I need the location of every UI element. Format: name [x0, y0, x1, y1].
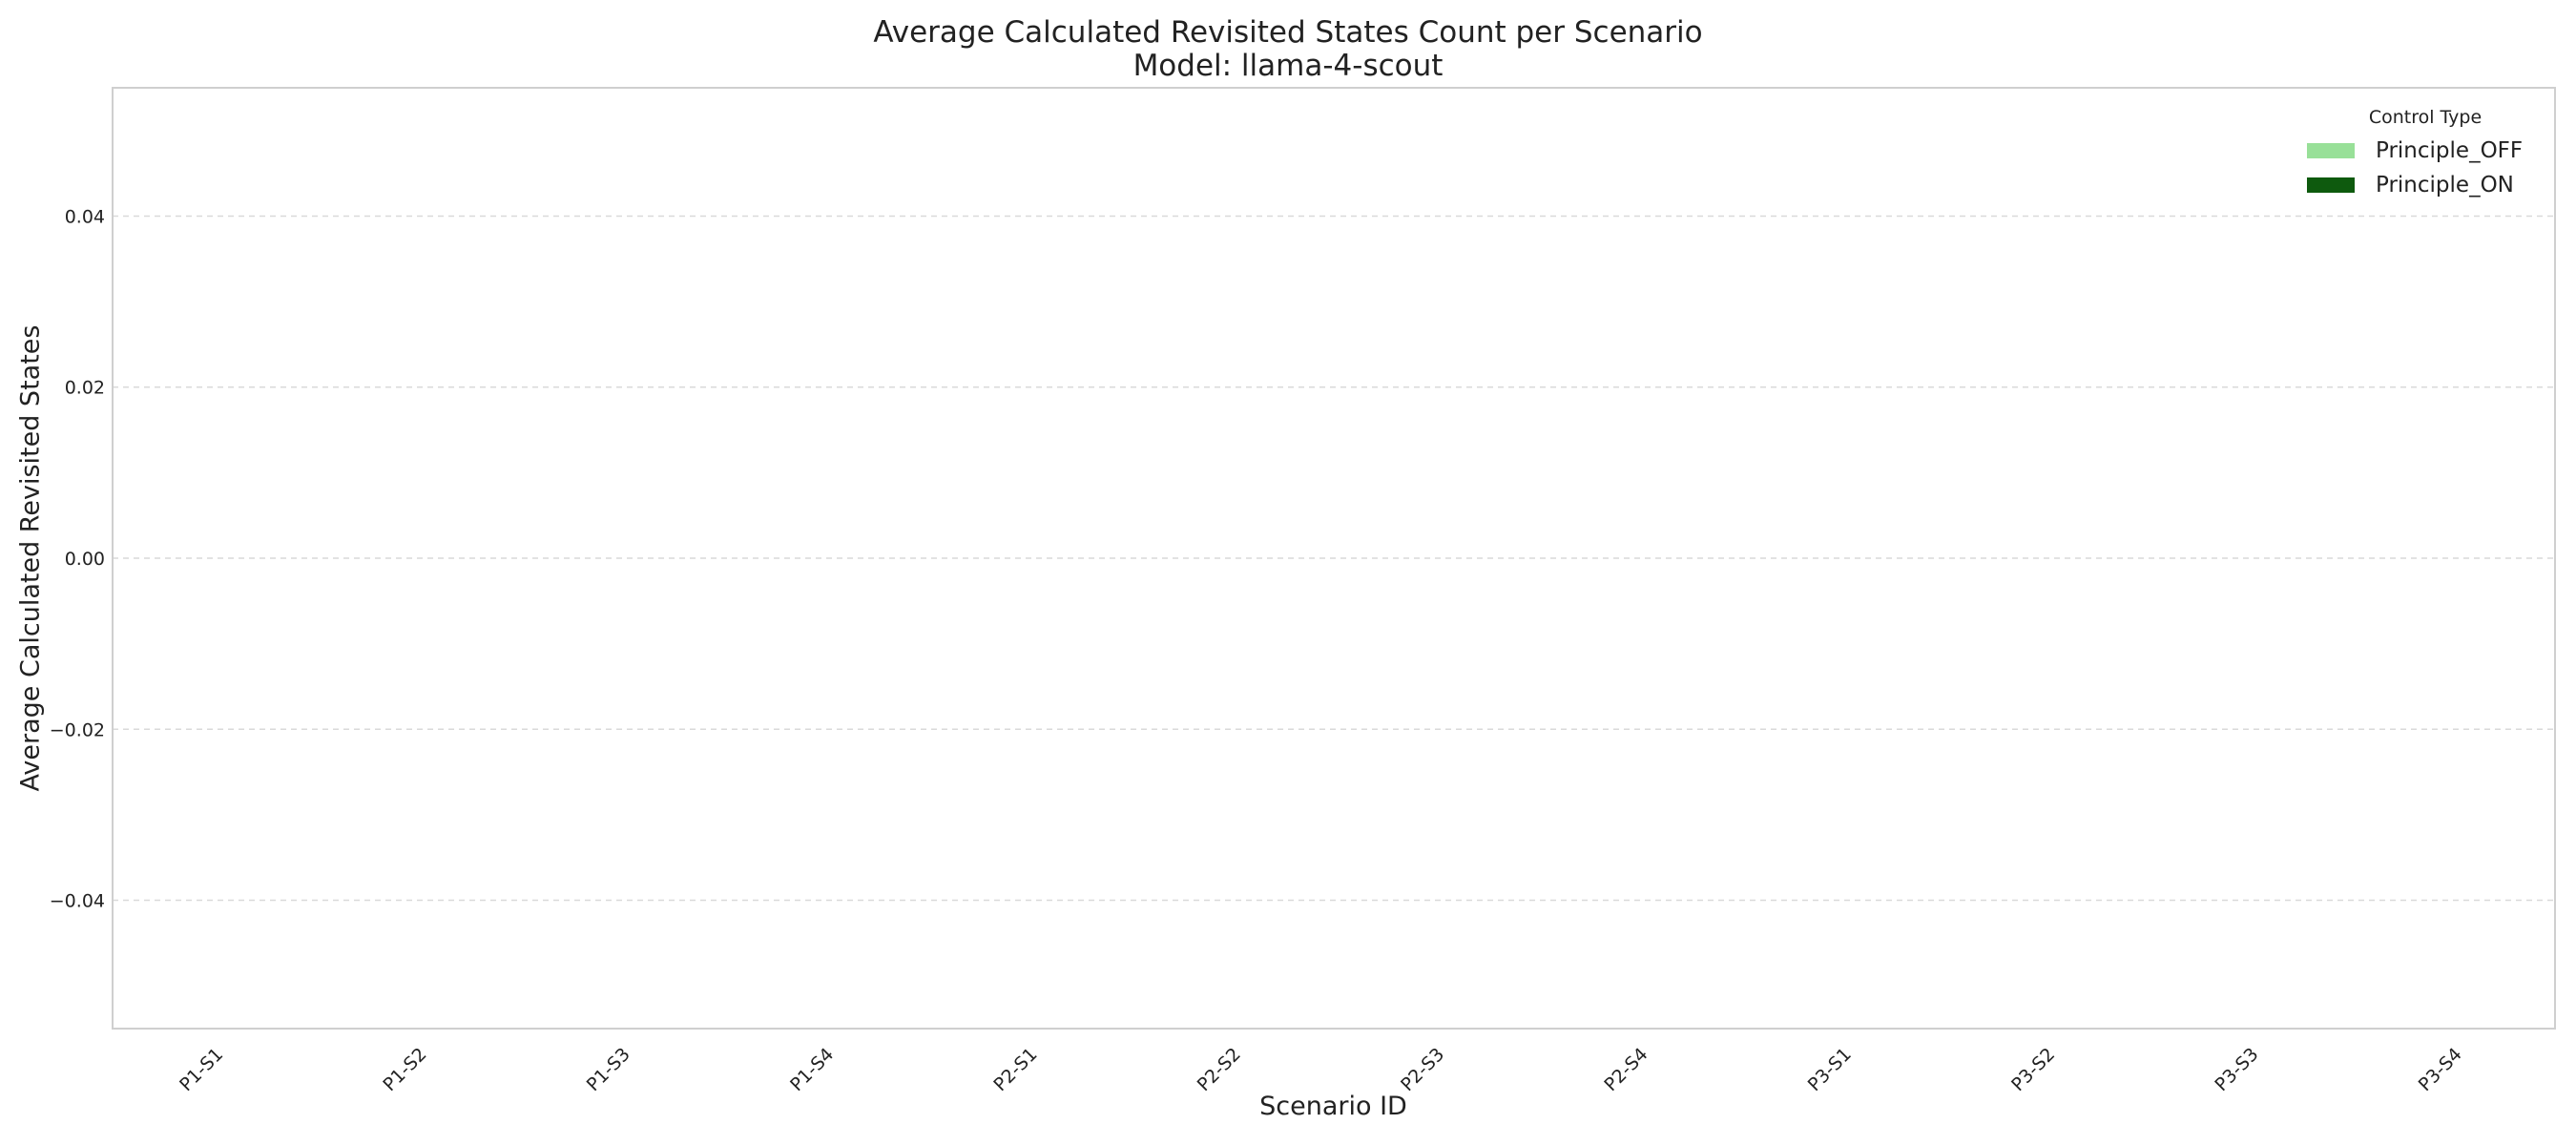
x-tick-label: P2-S1: [989, 1044, 1041, 1095]
x-axis-ticks: P1-S1 P1-S2 P1-S3 P1-S4 P2-S1 P2-S2 P2-S3 P2-S4…: [176, 1044, 2466, 1095]
x-axis-label: Scenario ID: [1259, 1092, 1407, 1121]
x-tick-label: P3-S4: [2415, 1044, 2466, 1095]
x-tick-label: P1-S4: [786, 1044, 838, 1095]
plot-frame: [112, 87, 2556, 1030]
legend-label: Principle_OFF: [2376, 138, 2524, 163]
x-tick-label: P3-S1: [1804, 1044, 1856, 1095]
legend: Control Type Principle_OFF Principle_ON: [2307, 107, 2540, 198]
x-tick-label: P3-S3: [2211, 1044, 2262, 1095]
x-tick-label: P1-S2: [379, 1044, 430, 1095]
y-tick-label: 0.04: [65, 206, 105, 227]
legend-swatch-principle-on: [2307, 177, 2355, 193]
x-tick-label: P1-S1: [176, 1044, 227, 1095]
y-tick-label: 0.00: [65, 549, 105, 570]
x-tick-label: P2-S2: [1194, 1044, 1245, 1095]
x-tick-label: P2-S3: [1397, 1044, 1448, 1095]
x-tick-label: P3-S2: [2007, 1044, 2059, 1095]
y-axis-label: Average Calculated Revisited States: [15, 324, 46, 792]
gridlines: [113, 215, 2555, 902]
legend-label: Principle_ON: [2376, 173, 2514, 198]
y-tick-label: 0.02: [65, 378, 105, 399]
x-tick-label: P2-S4: [1600, 1044, 1652, 1095]
y-axis-ticks: −0.04 −0.02 0.00 0.02 0.04: [50, 206, 105, 911]
x-tick-label: P1-S3: [583, 1044, 634, 1095]
chart-subtitle: Model: llama-4-scout: [1132, 49, 1444, 83]
legend-item-principle-off: Principle_OFF: [2307, 138, 2540, 163]
legend-title: Control Type: [2368, 107, 2483, 128]
legend-swatch-principle-off: [2307, 143, 2355, 158]
y-tick-label: −0.02: [50, 719, 105, 740]
chart-title: Average Calculated Revisited States Coun…: [873, 15, 1703, 50]
legend-item-principle-on: Principle_ON: [2307, 173, 2540, 198]
y-tick-label: −0.04: [50, 891, 105, 912]
